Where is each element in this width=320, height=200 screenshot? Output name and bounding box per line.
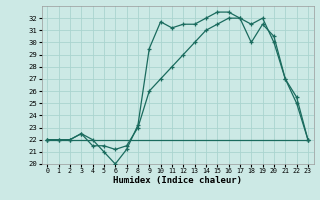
X-axis label: Humidex (Indice chaleur): Humidex (Indice chaleur) bbox=[113, 176, 242, 185]
